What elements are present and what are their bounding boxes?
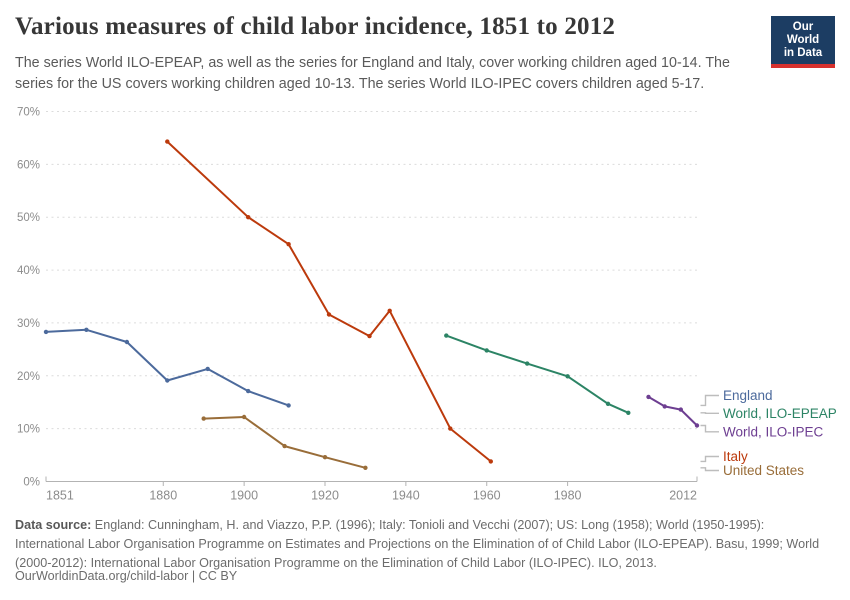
series-line[interactable] [202,416,367,469]
y-tick-label: 40% [17,265,40,277]
x-tick-label: 1880 [149,489,177,503]
data-source-label: Data source: [15,518,92,532]
data-point[interactable] [286,242,291,247]
series-line[interactable] [166,140,492,463]
x-tick-label: 1851 [46,489,74,503]
owid-url-link[interactable]: OurWorldinData.org/child-labor [15,569,189,583]
gridlines: 0% 10% 20% 30% 40% 50% 60% 70% [17,107,698,489]
data-point[interactable] [646,394,651,400]
data-point[interactable] [694,423,700,428]
legend-label-united-states[interactable]: United States [723,463,804,478]
data-source-text: England: Cunningham, H. and Viazzo, P.P.… [15,518,820,570]
legend-label-world-ilo-ipec[interactable]: World, ILO-IPEC [723,424,824,439]
data-point[interactable] [326,312,332,317]
legend-leader [700,424,719,433]
chart-subtitle: The series World ILO-EPEAP, as well as t… [15,55,730,92]
series-line[interactable] [45,328,290,407]
x-tick-label: 1900 [230,489,258,503]
data-point[interactable] [201,416,206,421]
x-tick-label: 2012 [669,489,697,503]
legend-label-england[interactable]: England [723,388,773,403]
line-legend: England World, ILO-EPEAP World, ILO-IPEC It… [700,388,837,478]
x-tick-label: 1940 [392,489,420,503]
legend-leader [700,455,719,463]
legend-leader [700,412,719,414]
legend-leader [700,394,719,407]
series-england[interactable] [43,327,291,408]
y-tick-label: 0% [23,477,40,489]
data-point[interactable] [565,374,570,379]
data-point[interactable] [444,333,449,338]
x-tick-label: 1960 [473,489,501,503]
data-point[interactable] [165,378,170,383]
license-label: CC BY [198,569,238,583]
x-tick-label: 1980 [554,489,582,503]
data-point[interactable] [286,403,291,408]
data-point[interactable] [678,407,683,412]
data-point[interactable] [43,329,49,335]
series-united-states[interactable] [201,414,368,470]
data-point[interactable] [387,308,392,313]
data-point[interactable] [322,455,328,460]
data-point[interactable] [124,339,130,345]
data-point[interactable] [363,465,368,470]
series-line[interactable] [445,334,630,414]
data-point[interactable] [84,327,89,332]
data-point[interactable] [246,388,251,394]
data-point[interactable] [367,333,372,339]
y-tick-label: 70% [17,107,40,119]
x-tick-label: 1920 [311,489,339,503]
data-point[interactable] [626,410,631,415]
y-tick-label: 10% [17,424,40,436]
x-axis: 1851 1880 1900 1920 1940 1960 1980 2012 [46,481,697,503]
data-point[interactable] [525,361,530,366]
data-point[interactable] [246,215,251,220]
footer-link-line: OurWorldinData.org/child-labor | CC BY [15,569,237,583]
series-line[interactable] [647,395,698,427]
legend-leader [700,467,719,472]
chart-title: Various measures of child labor incidenc… [15,13,616,40]
y-tick-label: 20% [17,371,40,383]
owid-logo-line2: in Data [783,47,823,59]
series-world-ilo-ipec[interactable] [646,394,700,428]
owid-logo-line1: Our World [786,21,820,46]
legend-label-italy[interactable]: Italy [723,449,748,464]
data-point[interactable] [165,139,170,144]
data-point[interactable] [205,366,210,372]
series-world-ilo-epeap[interactable] [444,333,631,415]
data-point[interactable] [484,348,489,353]
y-tick-label: 50% [17,212,40,224]
series-italy[interactable] [165,139,493,464]
y-tick-label: 30% [17,318,40,330]
data-point[interactable] [241,414,247,420]
data-point[interactable] [662,404,667,409]
owid-logo[interactable]: Our World in Data [771,16,835,68]
data-point[interactable] [448,426,453,431]
data-point[interactable] [282,443,287,449]
footer-divider: | [188,569,199,583]
legend-label-world-ilo-epeap[interactable]: World, ILO-EPEAP [723,406,837,421]
data-point[interactable] [488,459,493,464]
y-tick-label: 60% [17,159,40,171]
data-source-note: Data source: England: Cunningham, H. and… [15,516,837,573]
data-point[interactable] [605,401,611,406]
